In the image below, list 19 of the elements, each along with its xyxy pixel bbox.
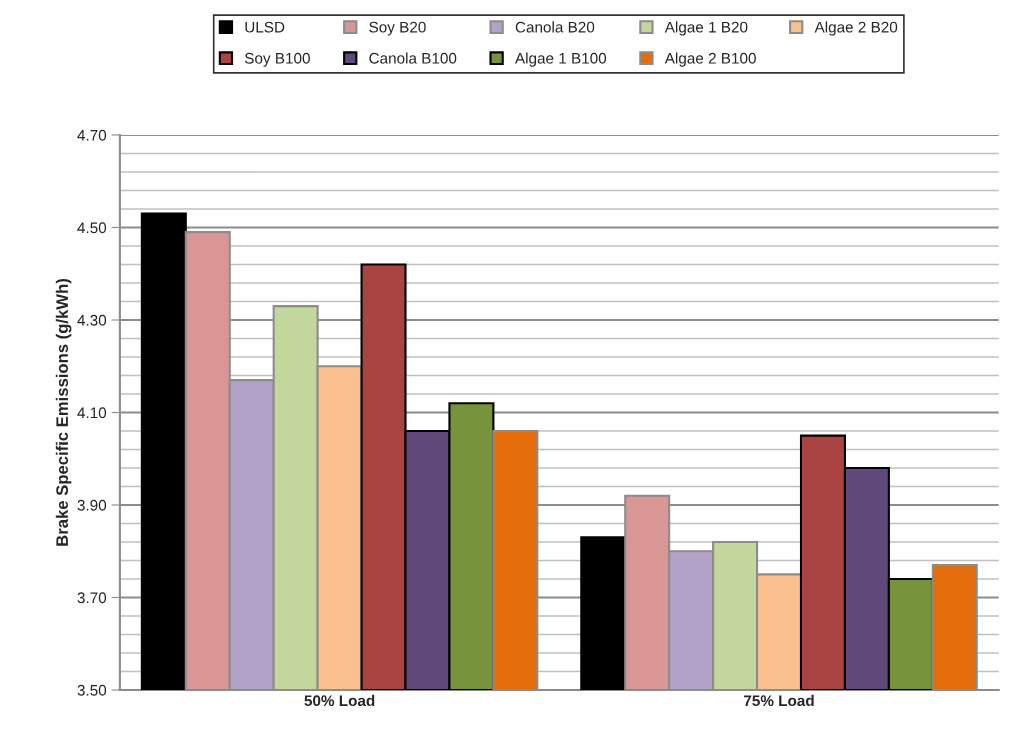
- y-tick-label: 4.30: [77, 314, 107, 326]
- legend-label: Algae 2 B100: [664, 52, 756, 67]
- legend-label: Algae 1 B100: [514, 52, 607, 67]
- y-tick-label: 3.50: [77, 684, 107, 696]
- y-tick-label: 4.10: [77, 407, 107, 419]
- legend-label: Algae 1 B20: [664, 21, 748, 36]
- y-tick-label: 4.70: [77, 129, 107, 141]
- x-tick-label: 75% Load: [744, 694, 814, 707]
- x-tick-label: 50% Load: [304, 694, 375, 707]
- y-tick-label: 3.70: [77, 592, 107, 604]
- legend-label: Canola B20: [515, 21, 595, 33]
- y-axis-title: Brake Specific Emissions (g/kWh): [55, 279, 72, 546]
- legend-label: ULSD: [245, 21, 285, 33]
- legend-label: Algae 2 B20: [814, 21, 898, 36]
- y-tick-label: 4.50: [77, 222, 107, 234]
- y-tick-label: 3.90: [77, 499, 107, 511]
- legend-label: Soy B20: [369, 21, 426, 36]
- legend-label: Soy B100: [244, 52, 310, 67]
- legend-label: Canola B100: [369, 52, 457, 64]
